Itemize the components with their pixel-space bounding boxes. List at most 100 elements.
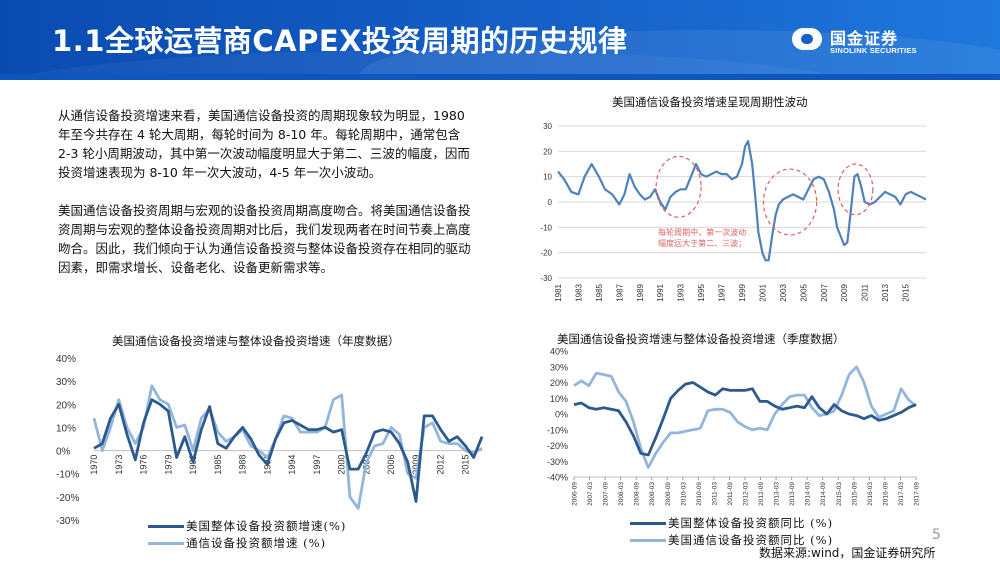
y-tick-label: 40% <box>56 354 76 365</box>
page-number: 5 <box>932 527 941 543</box>
legend-label: 通信设备投资额增速 (%) <box>186 536 327 550</box>
y-tick-label: -20 <box>540 249 552 258</box>
logo-text-en: SINOLINK SECURITIES <box>830 46 917 55</box>
x-tick-label: 2015-09 <box>851 482 858 506</box>
x-tick-label: 1994 <box>287 455 297 475</box>
x-tick-label: 2013-09 <box>789 482 796 506</box>
x-tick-label: 1987 <box>615 283 624 301</box>
x-tick-label: 2010-09 <box>696 482 703 506</box>
annual-growth-chart: 40% 30% 20% 10% 0% -10% -20% -30% 1970 1973 1976 19… <box>56 354 484 527</box>
overall-quarterly-line <box>573 381 917 457</box>
y-tick-label: 20 <box>543 147 552 156</box>
slide-header: 1.1全球运营商CAPEX投资周期的历史规律 国金证券 SINOLINK SEC… <box>0 0 1000 80</box>
y-tick-label: 0 <box>548 198 553 207</box>
x-tick-label: 2014-03 <box>805 482 812 506</box>
x-tick-label: 1989 <box>636 283 645 301</box>
x-tick-label: 2000 <box>337 455 347 475</box>
growth-series-line <box>557 140 927 262</box>
x-tick-label: 2015 <box>460 455 470 475</box>
x-tick-label: 2008-09 <box>634 482 641 506</box>
y-tick-label: 10% <box>550 394 568 404</box>
y-tick-label: 10% <box>56 423 76 434</box>
y-tick-label: 20% <box>550 378 568 388</box>
legend-swatch-dark <box>148 525 184 528</box>
y-tick-label: 30 <box>543 122 552 131</box>
x-tick-label: 2012 <box>436 455 446 475</box>
legend-swatch-dark <box>630 522 666 525</box>
y-tick-label: 0% <box>56 447 71 458</box>
paragraph-1: 从通信设备投资增速来看，美国通信设备投资的周期现象较为明显，1980 年至今共存… <box>58 108 470 180</box>
x-tick-label: 2012-03 <box>743 482 750 506</box>
x-tick-label: 2007-03 <box>587 482 594 506</box>
quarterly-growth-chart: 40% 30% 20% 10% 0% -10% -20% -30% -40% 2006-09 200… <box>547 347 921 506</box>
x-tick-label: 2016-03 <box>867 482 874 506</box>
x-tick-label: 2005 <box>799 283 808 301</box>
overall-series-line <box>93 398 484 503</box>
cycle-highlight-circle <box>655 155 702 218</box>
x-tick-label: 2011-09 <box>727 482 734 506</box>
y-tick-label: -20% <box>56 493 79 504</box>
chart2-title: 美国通信设备投资增速与整体设备投资增速（年度数据） <box>112 334 400 348</box>
x-tick-label: 1983 <box>574 283 583 301</box>
x-tick-label: 2011-03 <box>711 482 718 506</box>
x-tick-label: 1982 <box>188 455 198 475</box>
x-tick-label: 1979 <box>163 455 173 475</box>
y-tick-label: 0% <box>555 410 568 420</box>
legend-swatch-light <box>148 542 184 545</box>
x-tick-label: 1997 <box>312 455 322 475</box>
annotation-text: 幅度远大于第二、三波； <box>658 238 746 248</box>
chart3-title: 美国通信设备投资增速与整体设备投资增速（季度数据） <box>557 332 845 346</box>
y-tick-label: 30% <box>56 377 76 388</box>
x-tick-label: 1981 <box>554 283 563 301</box>
x-tick-label: 1985 <box>213 455 223 475</box>
y-tick-label: 40% <box>550 347 568 357</box>
x-tick-label: 2014-09 <box>820 482 827 506</box>
x-tick-label: 1976 <box>139 455 149 475</box>
y-tick-label: -10% <box>56 470 79 481</box>
x-tick-label: 2007 <box>820 283 829 301</box>
x-tick-label: 1995 <box>697 283 706 301</box>
x-tick-label: 1999 <box>738 283 747 301</box>
x-tick-label: 2001 <box>758 283 767 301</box>
x-tick-label: 1970 <box>89 455 99 475</box>
x-tick-label: 2009-09 <box>665 482 672 506</box>
x-tick-label: 2009 <box>840 283 849 301</box>
x-tick-label: 1993 <box>677 283 686 301</box>
x-tick-label: 2011 <box>861 283 870 301</box>
x-tick-label: 2006-09 <box>572 482 579 506</box>
cycle-highlight-circle <box>837 163 874 216</box>
y-tick-label: 10 <box>543 173 552 182</box>
x-tick-label: 2012-09 <box>758 482 765 506</box>
y-tick-label: -10 <box>540 223 552 232</box>
y-tick-label: 30% <box>550 362 568 372</box>
chart1-title: 美国通信设备投资增速呈现周期性波动 <box>612 95 808 109</box>
x-tick-label: 2013 <box>881 283 890 301</box>
legend-swatch-light <box>630 539 666 542</box>
y-tick-label: -40% <box>547 473 568 483</box>
x-tick-label: 1997 <box>718 283 727 301</box>
x-tick-label: 2007-09 <box>603 482 610 506</box>
x-tick-label: 1973 <box>114 455 124 475</box>
data-source: 数据来源:wind，国金证券研究所 <box>759 546 936 560</box>
x-tick-label: 2013-03 <box>774 482 781 506</box>
telecom-quarterly-line <box>573 365 917 469</box>
legend-label: 美国整体设备投资额同比 (%) <box>668 516 834 530</box>
header-strip <box>0 74 1000 80</box>
x-tick-label: 2009-03 <box>649 482 656 506</box>
y-tick-label: -20% <box>547 441 568 451</box>
x-tick-label: 2015-03 <box>836 482 843 506</box>
x-tick-label: 2003 <box>779 283 788 301</box>
x-tick-label: 2017-03 <box>898 482 905 506</box>
annotation-text: 每轮周期中，第一次波动 <box>658 227 746 237</box>
y-tick-label: -30% <box>56 516 79 527</box>
y-tick-label: 20% <box>56 400 76 411</box>
x-tick-label: 2015 <box>902 283 911 301</box>
y-tick-label: -30 <box>540 274 552 283</box>
paragraph-2: 美国通信设备投资周期与宏观的设备投资周期高度吻合。将美国通信设备投资周期与宏观的… <box>58 203 471 275</box>
x-tick-label: 2008-03 <box>618 482 625 506</box>
x-tick-label: 2016-09 <box>882 482 889 506</box>
x-tick-label: 1985 <box>595 283 604 301</box>
telecom-series-line <box>92 384 483 510</box>
body-text: 从通信设备投资增速来看，美国通信设备投资的周期现象较为明显，1980 年至今共存… <box>58 106 476 296</box>
x-tick-label: 1988 <box>238 455 248 475</box>
